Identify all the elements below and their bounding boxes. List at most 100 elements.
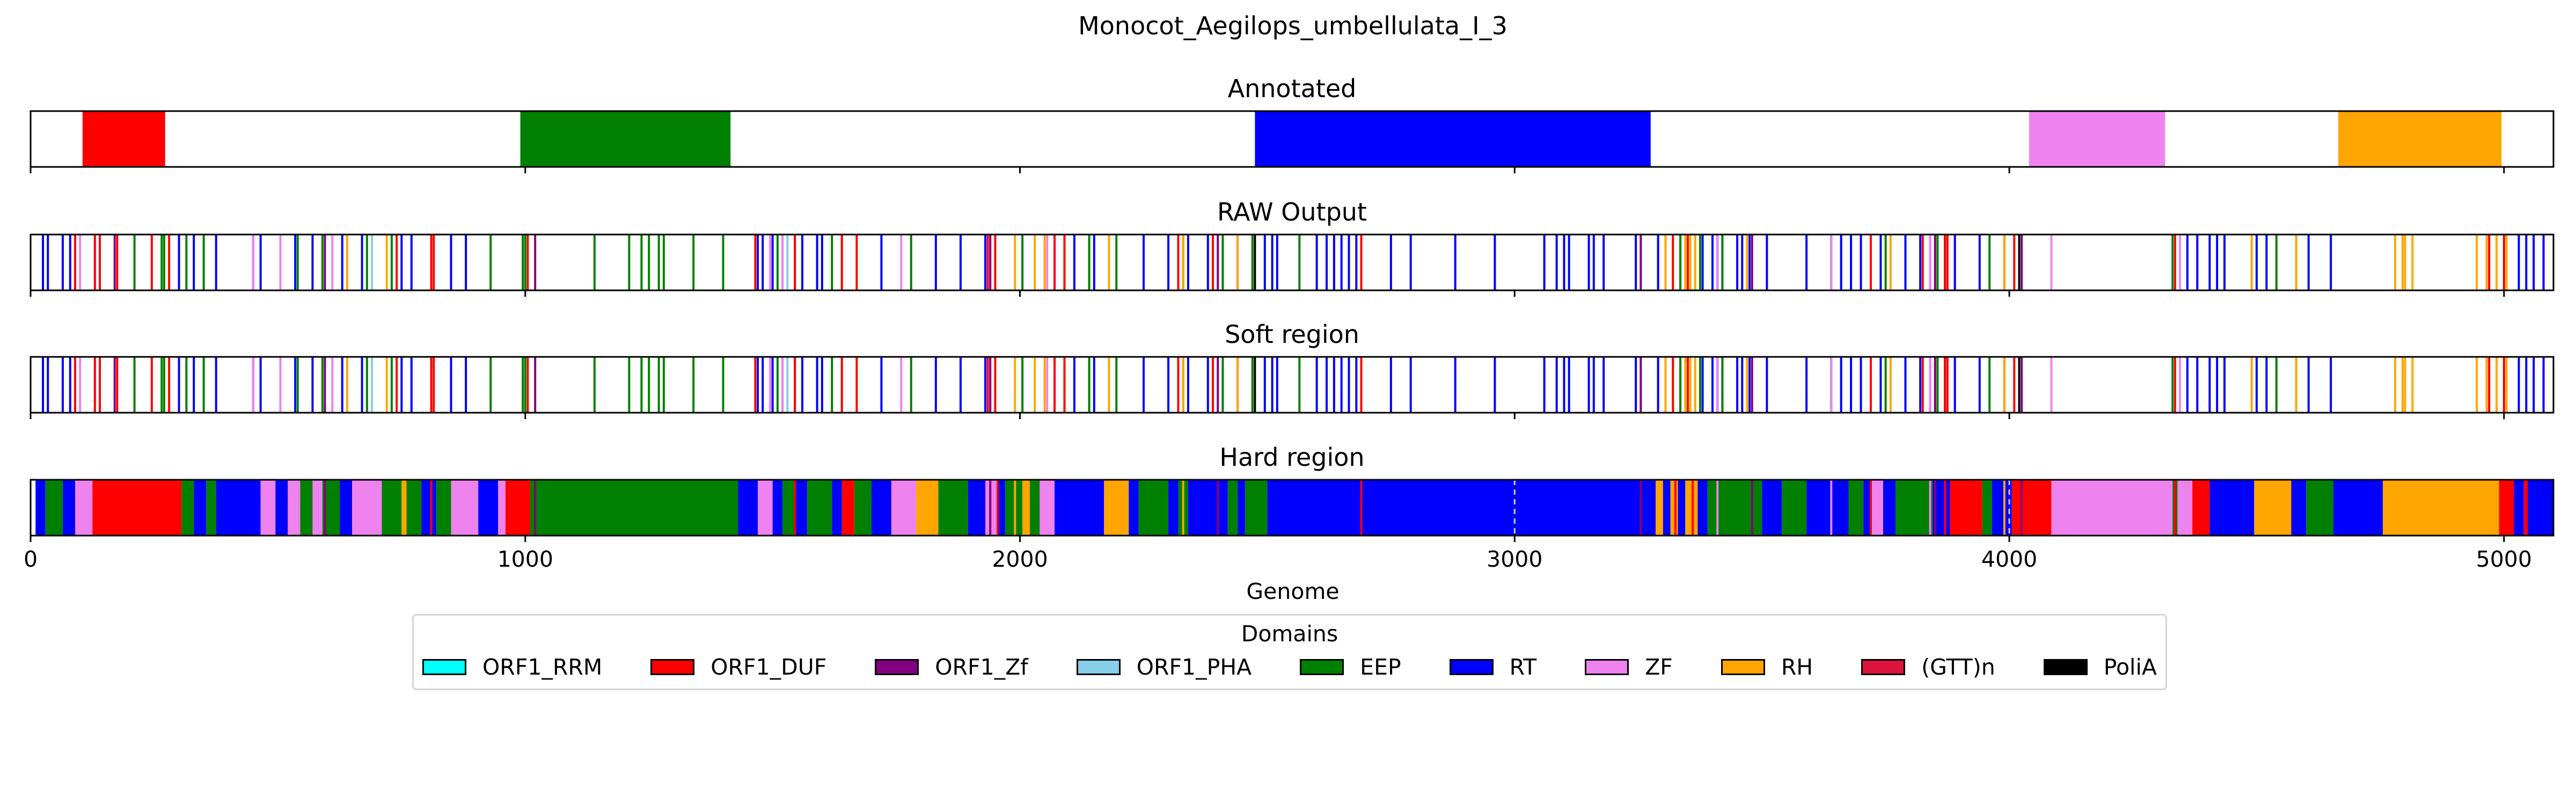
segment-rt (1238, 480, 1245, 536)
segment-zf (757, 480, 773, 536)
legend-swatch (2043, 659, 2088, 675)
track-annotated: Annotated (30, 74, 2555, 173)
segment-eep (1245, 480, 1268, 536)
segment-zf (75, 480, 93, 536)
segment-eep (1982, 480, 1992, 536)
segment-rt (35, 480, 46, 536)
segment-rh (2382, 480, 2499, 536)
segment-eep (206, 480, 216, 536)
segment-rt (62, 480, 75, 536)
segment-orf1-duf (2499, 480, 2514, 536)
x-tick-label: 3000 (1487, 546, 1542, 572)
segment-rh (2254, 480, 2292, 536)
segment-orf1-duf (82, 111, 165, 167)
legend-label: RH (1781, 654, 1813, 680)
track-title: Soft region (1225, 320, 1359, 349)
segment-rh (916, 480, 939, 536)
segment-zf (1040, 480, 1055, 536)
track-soft-region: Soft region (30, 320, 2555, 419)
segment-zf (985, 480, 998, 536)
segment-rh (1022, 480, 1030, 536)
segment-eep (181, 480, 194, 536)
segment-eep (782, 480, 795, 536)
track-title: RAW Output (1217, 197, 1367, 226)
segment-rt (2333, 480, 2383, 536)
segment-rt (738, 480, 758, 536)
segment-rt (194, 480, 207, 536)
segment-eep (2306, 480, 2333, 536)
segment-rt (998, 480, 1005, 536)
segment-rt (2528, 480, 2553, 536)
segment-zf (498, 480, 506, 536)
segment-eep (406, 480, 422, 536)
legend-label: RT (1509, 654, 1537, 680)
segment-eep (530, 480, 738, 536)
legend-swatch (1585, 659, 1629, 675)
segment-zf (2051, 480, 2173, 536)
chart-title: Monocot_Aegilops_umbellulata_I_3 (1078, 11, 1507, 40)
x-axis: 0 1000 2000 3000 4000 5000 (24, 546, 2532, 572)
segment-rt (872, 480, 891, 536)
segment-rt (772, 480, 783, 536)
segment-rt (1806, 480, 1849, 536)
segment-rt (1883, 480, 1896, 536)
segment-orf1-duf (2192, 480, 2210, 536)
segment-rt (1762, 480, 1782, 536)
x-tick-label: 0 (24, 546, 38, 572)
track-frame (30, 479, 2555, 537)
legend-swatch (650, 659, 695, 675)
x-tick-label: 2000 (992, 546, 1048, 572)
segment-eep (854, 480, 872, 536)
legend-item-orf1-rrm: ORF1_RRM (422, 654, 602, 680)
segment-rh (1670, 480, 1678, 536)
segment-eep (1227, 480, 1238, 536)
legend-label: (GTT)n (1921, 654, 1995, 680)
legend-title: Domains (1241, 621, 1338, 647)
segment-zf (2029, 111, 2165, 167)
legend-swatch (1721, 659, 1765, 675)
segment-zf (451, 480, 479, 536)
segment-eep (436, 480, 451, 536)
track-raw-output: RAW Output (30, 197, 2555, 297)
segment-eep (938, 480, 968, 536)
legend-item-orf1-zf: ORF1_Zf (875, 654, 1028, 680)
segment-eep (1848, 480, 1864, 536)
segment-eep (1782, 480, 1807, 536)
segment-rt (478, 480, 499, 536)
legend-item-rh: RH (1721, 654, 1813, 680)
legend-label: PoliA (2103, 654, 2157, 680)
legend-item-polia: PoliA (2043, 654, 2157, 680)
x-tick-label: 1000 (497, 546, 553, 572)
legend-label: EEP (1360, 654, 1401, 680)
segment-rt (216, 480, 261, 536)
segment-eep (1896, 480, 1933, 536)
track-frame (30, 233, 2555, 291)
segment-rt (795, 480, 808, 536)
segment-rt (1678, 480, 1686, 536)
segment-rt (275, 480, 288, 536)
segment-rt (1168, 480, 1179, 536)
segment-rt (2209, 480, 2255, 536)
segment-rt (968, 480, 986, 536)
tracks: Annotated RAW Output Soft region Hard regio… (30, 74, 2555, 542)
segment-rh (2338, 111, 2502, 167)
segment-orf1-duf (2011, 480, 2052, 536)
segment-eep (1138, 480, 1169, 536)
legend-swatch (422, 659, 466, 675)
segment-rt (1129, 480, 1139, 536)
segment-rt (1055, 480, 1104, 536)
track-title: Hard region (1219, 443, 1364, 472)
track-frame (30, 356, 2555, 414)
segment-eep (300, 480, 313, 536)
legend-label: ORF1_RRM (482, 654, 603, 680)
legend-swatch (1449, 659, 1494, 675)
segment-rh (1685, 480, 1698, 536)
segment-rt (1188, 480, 1228, 536)
segment-rt (2514, 480, 2524, 536)
legend-label: ORF1_Zf (935, 654, 1028, 680)
legend-item-rt: RT (1449, 654, 1537, 680)
track-title: Annotated (1228, 74, 1357, 103)
x-tick-label: 5000 (2476, 546, 2532, 572)
segment-rt (1992, 480, 2012, 536)
